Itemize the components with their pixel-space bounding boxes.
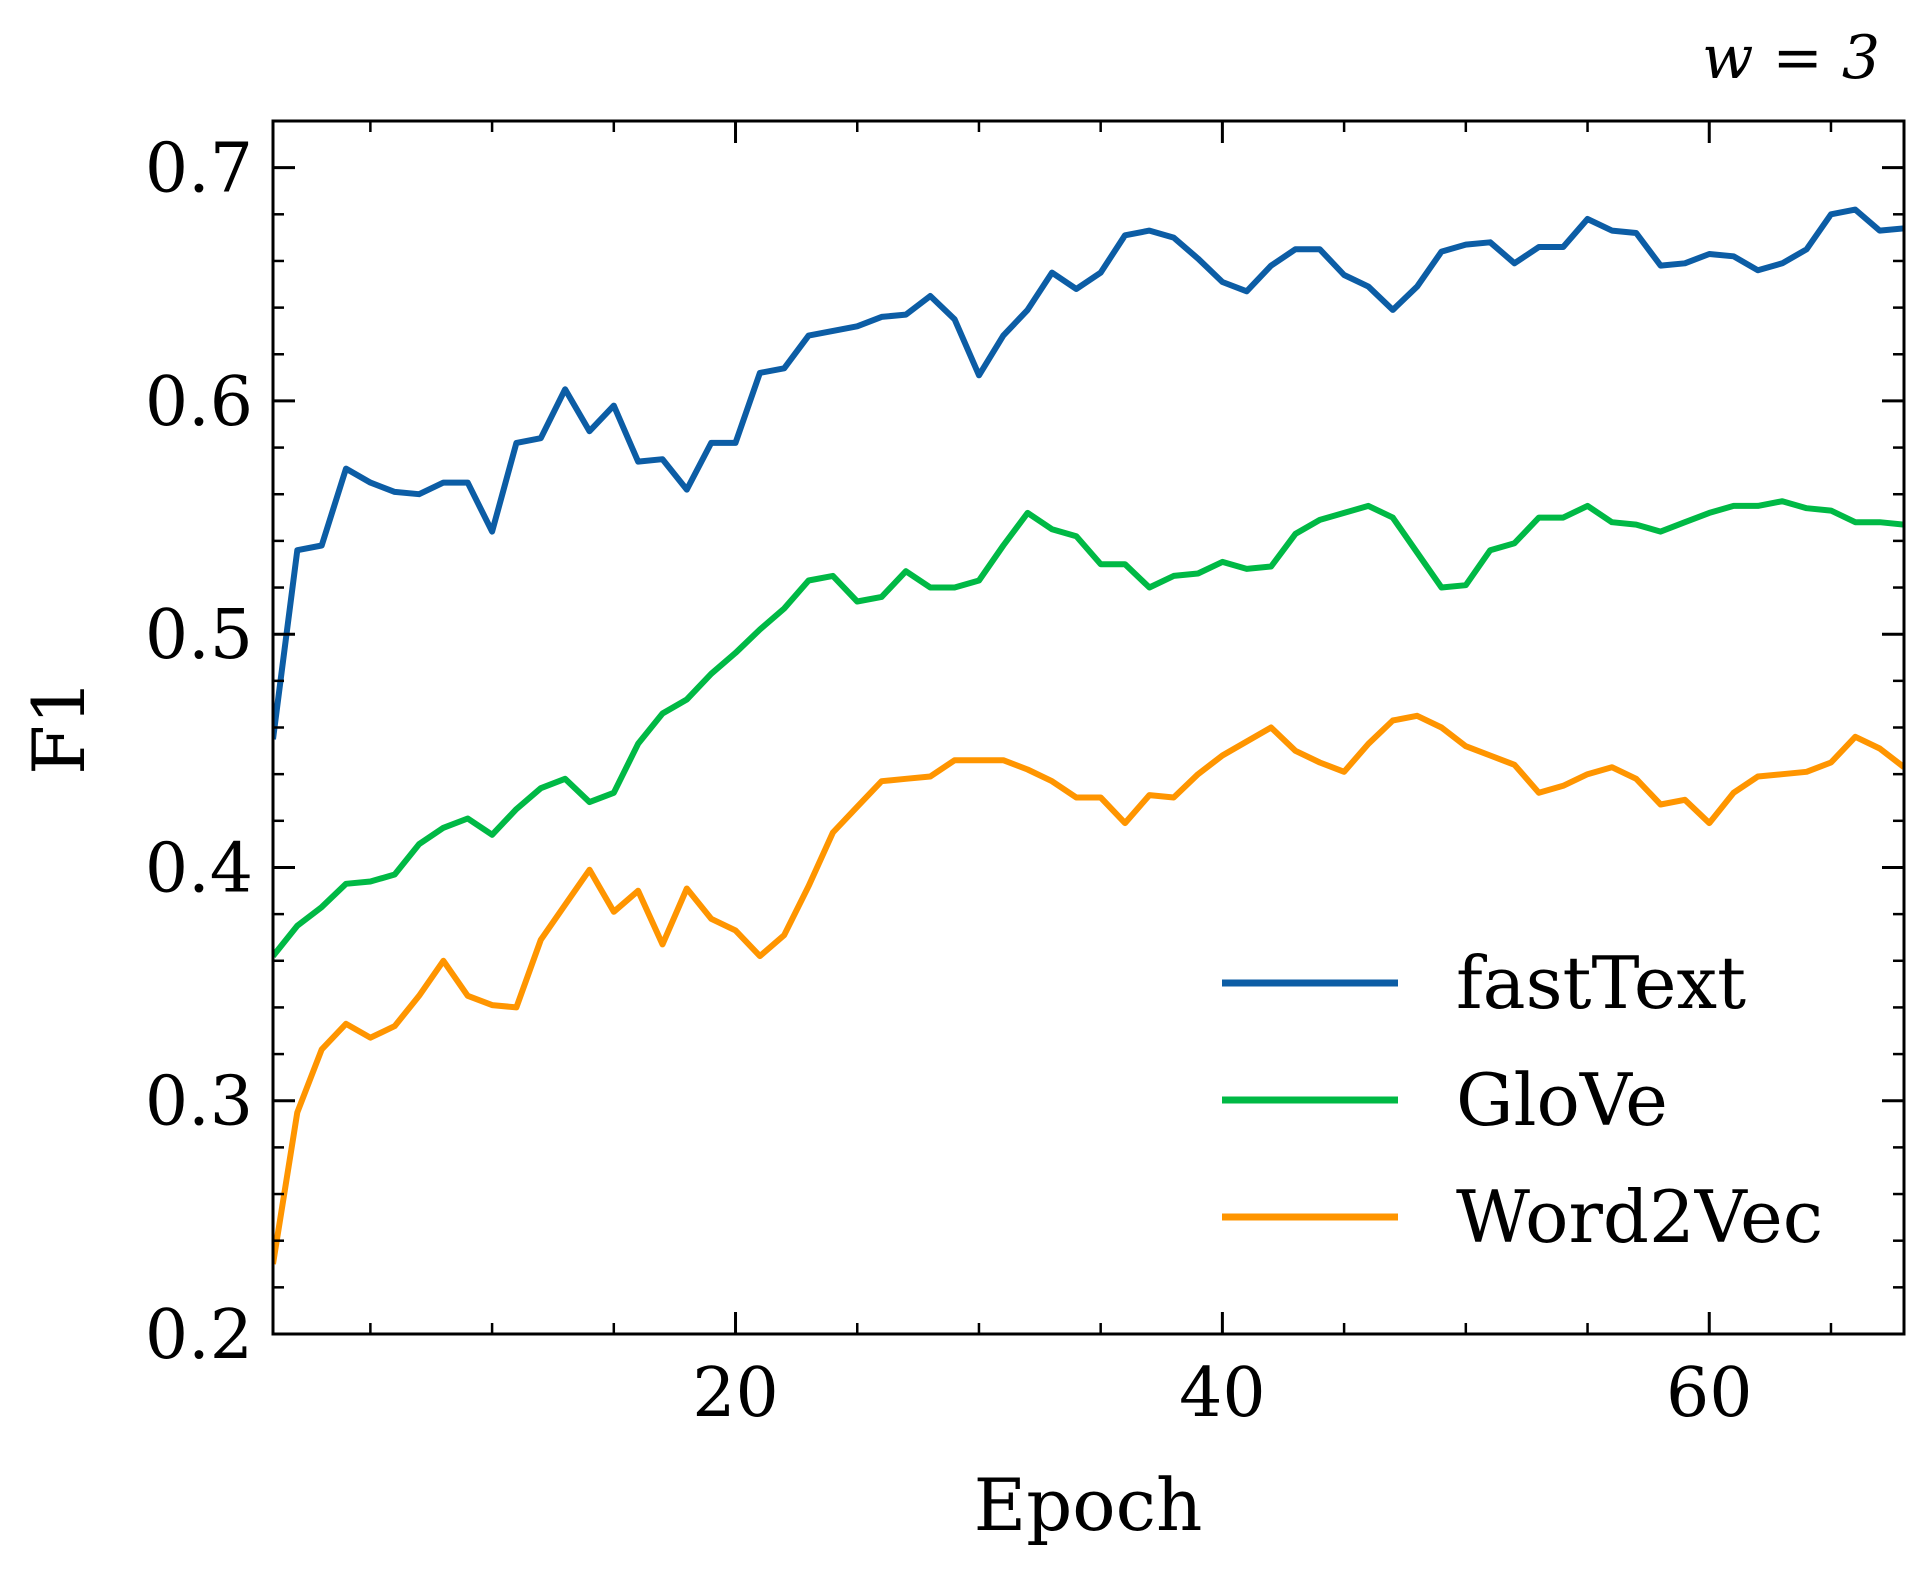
- axis-ticks: 0.2 0.3 0.4 0.5 0.6 0.7 20 40 60: [145, 119, 1904, 1433]
- x-axis-label: Epoch: [974, 1463, 1203, 1547]
- y-tick-label: 0.3: [145, 1063, 253, 1142]
- series-line-glove: [273, 498, 1904, 958]
- plot-frame: [271, 119, 1906, 1336]
- annotation: w = 3: [1702, 23, 1880, 93]
- y-tick-label: 0.7: [145, 130, 253, 209]
- plot-area: [273, 206, 1904, 1265]
- y-tick-label: 0.5: [145, 596, 253, 675]
- x-tick-label: 60: [1666, 1354, 1753, 1433]
- y-axis-label: F1: [17, 679, 101, 775]
- series-line-fasttext: [273, 206, 1904, 740]
- legend-label-word2vec: Word2Vec: [1456, 1175, 1823, 1259]
- y-tick-label: 0.6: [145, 363, 253, 442]
- x-tick-label: 20: [692, 1354, 779, 1433]
- x-tick-label: 40: [1179, 1354, 1266, 1433]
- y-tick-label: 0.4: [145, 829, 253, 908]
- y-tick-label: 0.2: [145, 1296, 253, 1375]
- series-line-word2vec: [273, 712, 1904, 1265]
- legend: fastText GloVe Word2Vec: [1222, 941, 1823, 1259]
- legend-label-fasttext: fastText: [1456, 941, 1746, 1025]
- legend-label-glove: GloVe: [1456, 1058, 1668, 1142]
